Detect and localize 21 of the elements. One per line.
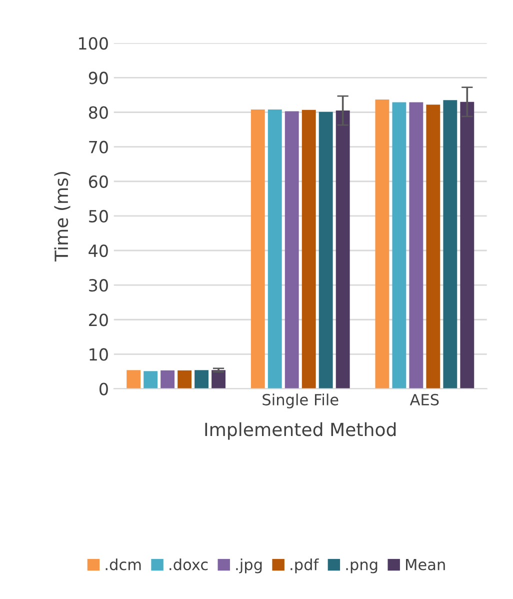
x-tick-label: AES bbox=[410, 394, 439, 406]
legend-label: .jpg bbox=[236, 558, 262, 574]
y-axis-title: Time (ms) bbox=[54, 172, 70, 262]
y-tick-label: 50 bbox=[89, 210, 108, 223]
y-tick-label: 80 bbox=[88, 106, 108, 119]
legend-label: .doxc bbox=[170, 558, 208, 570]
y-tick-label: 30 bbox=[89, 279, 108, 292]
y-tick-label: 20 bbox=[89, 314, 108, 326]
legend-label: .dcm bbox=[106, 558, 141, 570]
legend-label: .png bbox=[346, 562, 378, 574]
y-tick-label: 10 bbox=[90, 348, 108, 361]
x-tick-label: Single File bbox=[262, 394, 338, 408]
x-axis-title: Implemented Method bbox=[205, 422, 396, 440]
y-tick-label: 90 bbox=[88, 72, 108, 84]
y-tick-label: 70 bbox=[89, 140, 108, 154]
legend-label: .pdf bbox=[290, 558, 319, 574]
y-tick-label: 40 bbox=[88, 244, 108, 258]
legend-label: Mean bbox=[406, 558, 445, 570]
y-tick-label: 0 bbox=[100, 382, 108, 396]
y-tick-label: 100 bbox=[79, 37, 108, 50]
y-tick-label: 60 bbox=[88, 175, 108, 188]
